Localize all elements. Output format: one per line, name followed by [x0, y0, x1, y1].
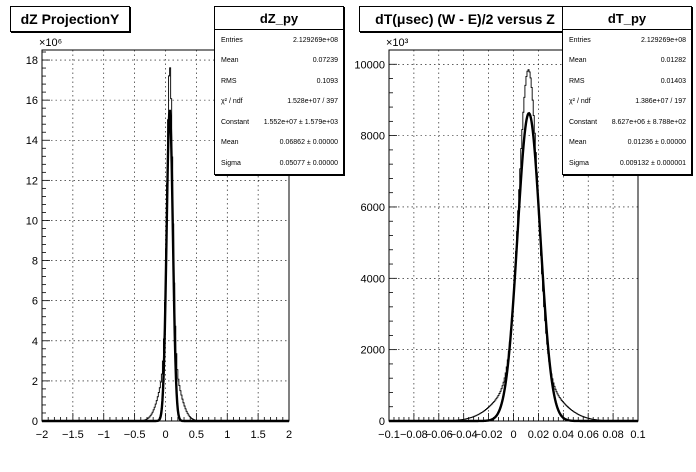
stats-row-fit-mean: Mean 0.01236 ± 0.00000 — [563, 133, 691, 154]
stats-label: RMS — [569, 77, 585, 85]
stats-label: Entries — [221, 36, 243, 44]
y-tick-label: 4 — [32, 336, 38, 348]
dz-pad: −2 −1.5 −1 −0.5 0 0.5 1 1.5 2 0 2 4 6 8 10 12 14 16 18×10⁶ — [26, 37, 292, 441]
stats-value: 0.1093 — [316, 77, 338, 85]
x-tick-label: 1 — [224, 429, 230, 441]
dz-stats-title: dZ_py — [215, 7, 343, 30]
stats-row-entries: Entries 2.129269e+08 — [563, 30, 691, 51]
y-tick-label: 4000 — [361, 273, 385, 285]
x-tick-label: −1 — [97, 429, 110, 441]
stats-value: 2.129269e+08 — [293, 36, 338, 44]
stats-label: Constant — [221, 118, 250, 126]
stats-label: Mean — [569, 139, 587, 147]
gaussian-fit-curve — [389, 111, 638, 423]
dt-pad-title: dT(μsec) (W - E)/2 versus Z — [359, 6, 571, 32]
y-tick-label: 16 — [26, 95, 38, 107]
x-tick-label: −0.06 — [425, 429, 453, 441]
y-tick-label: 8000 — [361, 131, 385, 143]
stats-value: 1.528e+07 / 397 — [287, 98, 338, 106]
y-tick-label: 10000 — [354, 59, 385, 71]
stats-row-fit-mean: Mean 0.06862 ± 0.00000 — [215, 133, 343, 154]
stats-row-sigma: Sigma 0.009132 ± 0.000001 — [563, 153, 691, 174]
stats-value: 0.01236 ± 0.00000 — [627, 139, 686, 147]
x-tick-label: 0.04 — [553, 429, 574, 441]
stats-value: 0.07239 — [312, 57, 338, 65]
stats-value: 0.009132 ± 0.000001 — [619, 159, 686, 167]
dz-stats-box: dZ_py Entries 2.129269e+08 Mean 0.07239 RM… — [214, 6, 344, 175]
stats-row-mean: Mean 0.01282 — [563, 51, 691, 72]
stats-row-sigma: Sigma 0.05077 ± 0.00000 — [215, 153, 343, 174]
dz-pad-title: dZ ProjectionY — [10, 6, 130, 32]
stats-label: χ² / ndf — [221, 98, 243, 106]
stats-label: Constant — [569, 118, 598, 126]
stats-label: Entries — [569, 36, 591, 44]
stats-value: 1.552e+07 ± 1.579e+03 — [263, 118, 338, 126]
y-tick-label: 2 — [32, 376, 38, 388]
x-tick-label: 0.08 — [602, 429, 623, 441]
x-tick-label: −0.02 — [475, 429, 503, 441]
y-tick-label: 10 — [26, 215, 38, 227]
gaussian-fit-curve — [42, 109, 289, 423]
x-tick-label: 2 — [286, 429, 292, 441]
x-tick-label: −0.1 — [378, 429, 400, 441]
dt-stats-box: dT_py Entries 2.129269e+08 Mean 0.01282 RM… — [562, 6, 692, 175]
y-exponent-label: ×10⁶ — [39, 37, 62, 49]
stats-label: RMS — [221, 77, 237, 85]
y-tick-label: 0 — [379, 416, 385, 428]
y-tick-label: 2000 — [361, 345, 385, 357]
x-tick-label: 0.02 — [528, 429, 549, 441]
dt-pad: −0.1 −0.08−0.06−0.04−0.02 0 0.02 0.04 0.06 0.0… — [354, 37, 645, 441]
x-tick-label: 0 — [510, 429, 516, 441]
y-tick-label: 18 — [26, 55, 38, 67]
stats-value: 0.01403 — [660, 77, 686, 85]
dt-stats-title: dT_py — [563, 7, 691, 30]
y-tick-label: 12 — [26, 175, 38, 187]
stats-row-entries: Entries 2.129269e+08 — [215, 30, 343, 51]
x-tick-label: 0 — [162, 429, 168, 441]
stats-row-constant: Constant 8.627e+06 ± 8.788e+02 — [563, 112, 691, 133]
dz-pad-title-text: dZ ProjectionY — [20, 11, 120, 27]
stats-label: Sigma — [221, 159, 241, 167]
x-tick-label: −0.04 — [450, 429, 478, 441]
y-tick-label: 0 — [32, 416, 38, 428]
stats-row-constant: Constant 1.552e+07 ± 1.579e+03 — [215, 112, 343, 133]
x-tick-label: −0.08 — [400, 429, 428, 441]
stats-row-mean: Mean 0.07239 — [215, 51, 343, 72]
x-tick-label: −2 — [36, 429, 49, 441]
stats-label: Mean — [569, 57, 587, 65]
x-tick-label: 1.5 — [250, 429, 265, 441]
stats-value: 0.01282 — [660, 57, 686, 65]
stats-row-chi2: χ² / ndf 1.386e+07 / 197 — [563, 92, 691, 113]
y-tick-label: 6000 — [361, 202, 385, 214]
x-tick-label: 0.5 — [189, 429, 204, 441]
stats-value: 1.386e+07 / 197 — [635, 98, 686, 106]
x-tick-label: 0.1 — [630, 429, 645, 441]
x-tick-label: 0.06 — [577, 429, 598, 441]
stats-label: Sigma — [569, 159, 589, 167]
stats-row-rms: RMS 0.01403 — [563, 71, 691, 92]
dt-pad-title-text: dT(μsec) (W - E)/2 versus Z — [375, 11, 555, 27]
stats-label: Mean — [221, 139, 239, 147]
stats-row-rms: RMS 0.1093 — [215, 71, 343, 92]
y-tick-label: 8 — [32, 256, 38, 268]
y-tick-label: 6 — [32, 296, 38, 308]
stats-value: 8.627e+06 ± 8.788e+02 — [611, 118, 686, 126]
stats-value: 0.05077 ± 0.00000 — [279, 159, 338, 167]
y-tick-label: 14 — [26, 135, 38, 147]
stats-value: 2.129269e+08 — [641, 36, 686, 44]
stats-row-chi2: χ² / ndf 1.528e+07 / 397 — [215, 92, 343, 113]
x-tick-label: −0.5 — [124, 429, 146, 441]
y-exponent-label: ×10³ — [386, 37, 409, 49]
x-tick-label: −1.5 — [62, 429, 84, 441]
stats-label: χ² / ndf — [569, 98, 591, 106]
stats-value: 0.06862 ± 0.00000 — [279, 139, 338, 147]
stats-label: Mean — [221, 57, 239, 65]
